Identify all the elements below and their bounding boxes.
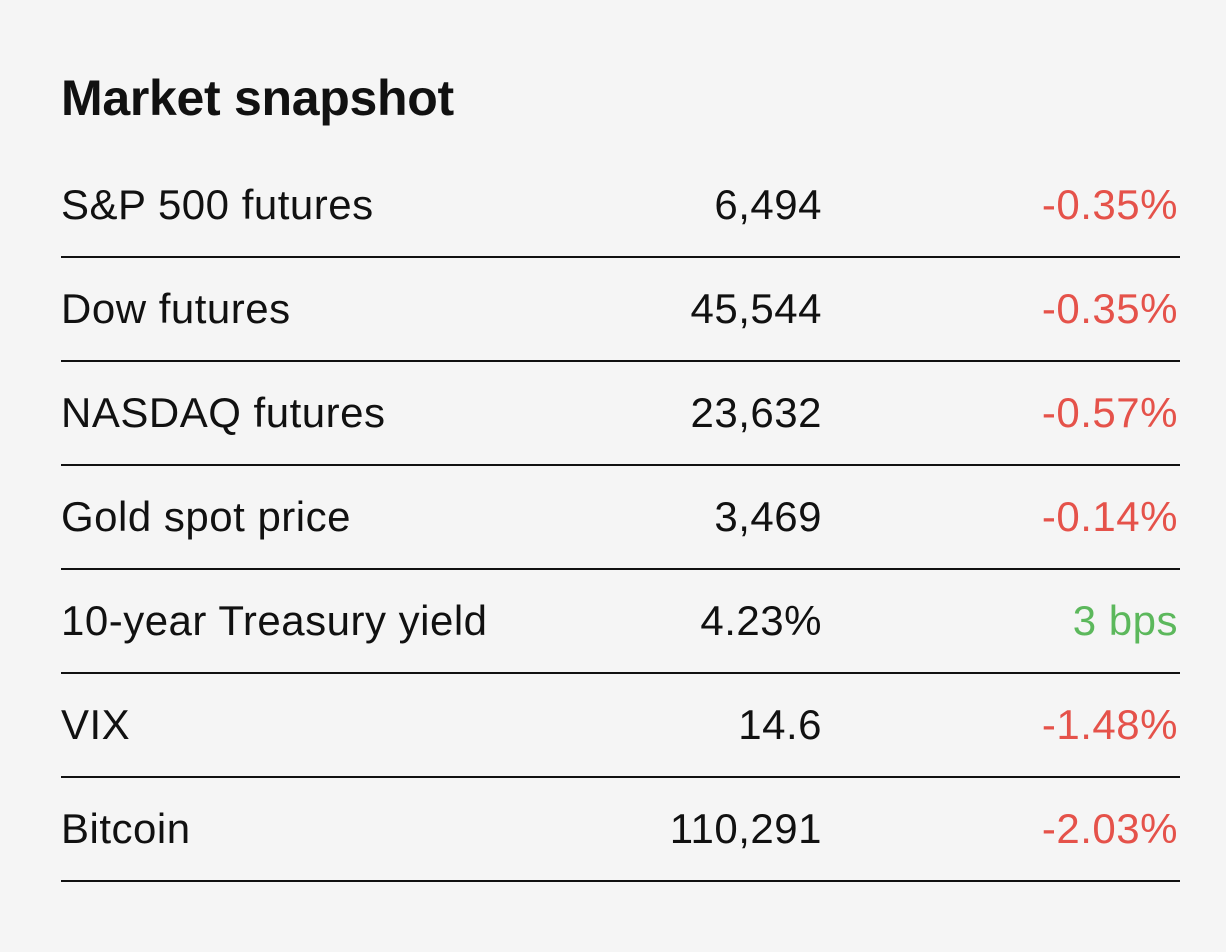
row-value: 45,544 [690, 285, 822, 332]
row-change: -2.03% [1041, 805, 1178, 852]
row-value: 23,632 [690, 389, 822, 436]
table-row: NASDAQ futures 23,632 -0.57% [61, 362, 1180, 466]
row-name: VIX [61, 701, 131, 748]
row-change: -0.57% [1041, 389, 1178, 436]
row-value: 4.23% [700, 597, 822, 644]
row-change: -1.48% [1041, 701, 1178, 748]
row-change: -0.14% [1041, 493, 1178, 540]
row-value: 14.6 [738, 701, 822, 748]
table-row: Gold spot price 3,469 -0.14% [61, 466, 1180, 570]
row-change: -0.35% [1041, 181, 1178, 228]
table-row: VIX 14.6 -1.48% [61, 674, 1180, 778]
table-row: S&P 500 futures 6,494 -0.35% [61, 154, 1180, 258]
row-name: 10-year Treasury yield [61, 597, 488, 644]
row-value: 3,469 [714, 493, 822, 540]
table-row: Dow futures 45,544 -0.35% [61, 258, 1180, 362]
row-value: 110,291 [669, 805, 822, 852]
row-name: Bitcoin [61, 805, 191, 852]
row-change: 3 bps [1072, 597, 1178, 644]
page-title: Market snapshot [61, 70, 454, 126]
row-name: NASDAQ futures [61, 389, 386, 436]
row-name: S&P 500 futures [61, 181, 374, 228]
row-value: 6,494 [714, 181, 822, 228]
table-row: 10-year Treasury yield 4.23% 3 bps [61, 570, 1180, 674]
market-table: S&P 500 futures 6,494 -0.35% Dow futures… [61, 154, 1180, 882]
row-change: -0.35% [1041, 285, 1178, 332]
row-name: Dow futures [61, 285, 291, 332]
table-row: Bitcoin 110,291 -2.03% [61, 778, 1180, 882]
row-name: Gold spot price [61, 493, 351, 540]
